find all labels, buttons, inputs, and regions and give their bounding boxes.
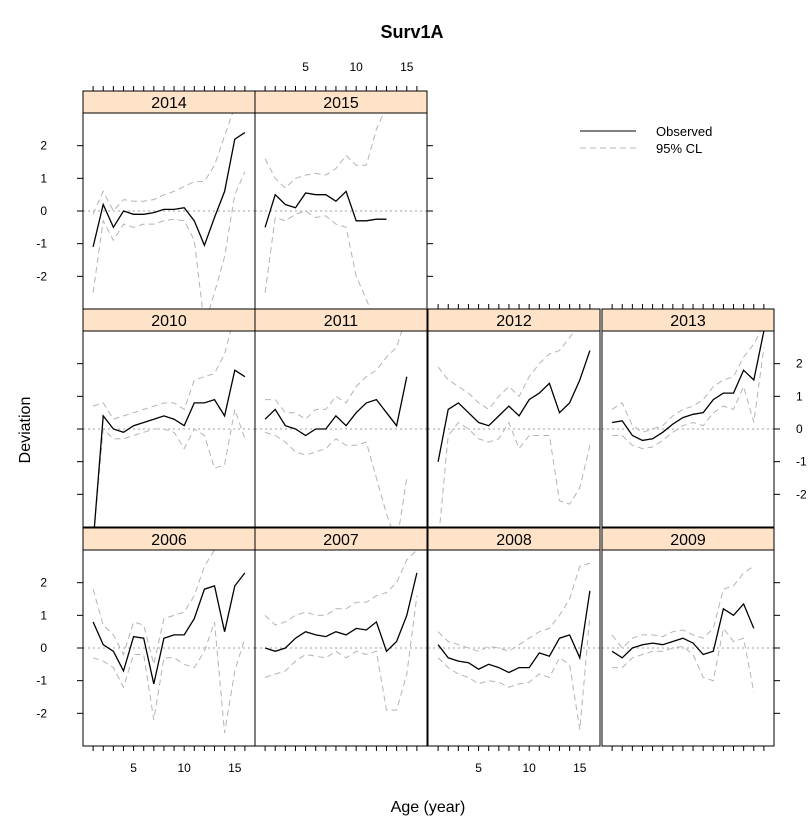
y-tick-label: 1 bbox=[40, 171, 47, 185]
upper-ci-line bbox=[264, 113, 385, 189]
y-tick-label: -2 bbox=[36, 269, 47, 283]
panel-series-2008 bbox=[437, 562, 591, 730]
lower-ci-line bbox=[612, 347, 765, 450]
panel-series-2006 bbox=[92, 550, 246, 733]
strip-label-2011: 2011 bbox=[324, 313, 359, 330]
observed-line bbox=[611, 602, 755, 659]
lower-ci-line bbox=[94, 407, 246, 527]
lower-ci-line bbox=[264, 431, 408, 527]
panel-series-2012 bbox=[437, 331, 591, 527]
upper-ci-line bbox=[264, 550, 418, 626]
strip-label-2010: 2010 bbox=[151, 313, 187, 330]
panel-2014: 2014 -2 -1 0 1 2 bbox=[36, 86, 256, 310]
lower-ci-line bbox=[264, 595, 418, 711]
upper-ci-line bbox=[437, 331, 576, 411]
chart-title: Surv1A bbox=[380, 22, 443, 42]
panel-2011: 2011 bbox=[254, 308, 428, 528]
y-tick-label: 0 bbox=[40, 641, 47, 655]
y-tick-label: 2 bbox=[796, 357, 803, 371]
upper-ci-line bbox=[437, 562, 591, 652]
observed-line bbox=[264, 376, 408, 437]
strip-label-2015: 2015 bbox=[323, 95, 359, 112]
panel-series-2013 bbox=[611, 331, 765, 450]
y-axis-title: Deviation bbox=[17, 397, 34, 464]
x-tick-label: 15 bbox=[228, 761, 242, 775]
observed-line bbox=[93, 369, 246, 527]
panel-2007: 2007 bbox=[254, 527, 428, 751]
strip-label-2008: 2008 bbox=[496, 532, 532, 549]
y-tick-label: -1 bbox=[36, 674, 47, 688]
lower-ci-line bbox=[92, 621, 246, 733]
y-tick-label: -1 bbox=[36, 237, 47, 251]
lower-ci-line bbox=[437, 615, 591, 730]
panel-series-2015 bbox=[264, 113, 387, 309]
y-tick-label: -2 bbox=[796, 487, 807, 501]
x-tick-label: 10 bbox=[177, 761, 191, 775]
lower-ci-line bbox=[92, 171, 246, 309]
lower-ci-line bbox=[264, 210, 371, 309]
panel-series-2011 bbox=[264, 331, 408, 527]
x-tick-label: 5 bbox=[130, 761, 137, 775]
strip-label-2014: 2014 bbox=[151, 95, 187, 112]
y-tick-label: 2 bbox=[40, 576, 47, 590]
strip-label-2007: 2007 bbox=[323, 532, 359, 549]
strip-label-2013: 2013 bbox=[670, 313, 706, 330]
panel-border bbox=[427, 549, 601, 747]
panel-2012: 2012 bbox=[427, 304, 601, 528]
observed-line bbox=[92, 132, 246, 248]
panel-border bbox=[427, 330, 601, 528]
upper-ci-line bbox=[92, 113, 234, 215]
observed-line bbox=[437, 350, 591, 462]
strip-label-2012: 2012 bbox=[496, 313, 532, 330]
y-tick-label: 1 bbox=[796, 389, 803, 403]
panel-2009: 2009 bbox=[601, 527, 780, 751]
x-tick-label: 15 bbox=[573, 761, 587, 775]
panel-border bbox=[254, 549, 428, 747]
panel-series-2014 bbox=[92, 113, 246, 309]
legend-observed-label: Observed bbox=[656, 124, 712, 139]
panel-series-2007 bbox=[264, 550, 418, 711]
x-tick-label: 10 bbox=[522, 761, 536, 775]
panel-border bbox=[254, 330, 428, 528]
observed-line bbox=[92, 572, 246, 685]
panel-2013: 2013 -2 -1 0 1 2 bbox=[601, 304, 807, 528]
y-tick-label: 0 bbox=[40, 204, 47, 218]
legend-ci-label: 95% CL bbox=[656, 141, 702, 156]
panel-series-2010 bbox=[92, 331, 246, 527]
x-tick-label: 15 bbox=[400, 60, 414, 74]
observed-line bbox=[437, 590, 591, 674]
upper-ci-line bbox=[611, 565, 755, 649]
y-tick-label: 2 bbox=[40, 139, 47, 153]
upper-ci-line bbox=[92, 331, 232, 420]
x-tick-label: 5 bbox=[475, 761, 482, 775]
y-tick-label: -2 bbox=[36, 706, 47, 720]
observed-line bbox=[264, 190, 387, 228]
y-tick-label: 0 bbox=[796, 422, 803, 436]
observed-line bbox=[264, 572, 418, 653]
y-tick-label: 1 bbox=[40, 608, 47, 622]
strip-label-2009: 2009 bbox=[670, 532, 706, 549]
panel-2008: 2008 5 10 15 bbox=[427, 527, 601, 775]
upper-ci-line bbox=[92, 550, 216, 665]
lower-ci-line bbox=[439, 421, 591, 527]
upper-ci-line bbox=[265, 331, 403, 420]
x-tick-label: 5 bbox=[302, 60, 309, 74]
x-tick-label: 10 bbox=[349, 60, 363, 74]
strip-label-2006: 2006 bbox=[151, 532, 187, 549]
legend: Observed 95% CL bbox=[580, 124, 712, 156]
upper-ci-line bbox=[611, 331, 762, 433]
panel-series-2009 bbox=[611, 565, 755, 693]
observed-line bbox=[611, 331, 765, 442]
x-axis-title: Age (year) bbox=[391, 799, 466, 816]
y-tick-label: -1 bbox=[796, 455, 807, 469]
panel-2006: 2006 -2 -1 0 1 2 5 10 15 bbox=[36, 527, 256, 775]
panel-2015: 2015 5 10 15 bbox=[254, 60, 433, 310]
panel-2010: 2010 bbox=[77, 308, 256, 528]
